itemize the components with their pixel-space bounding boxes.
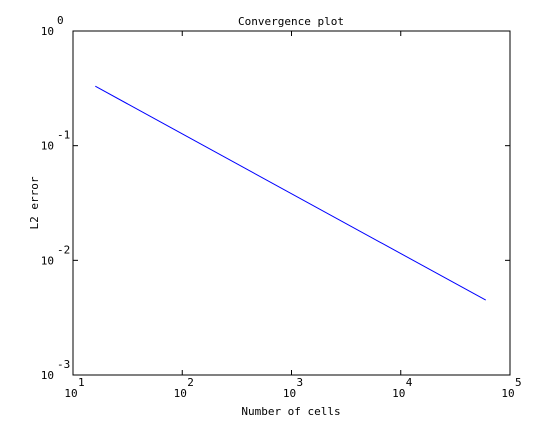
x-axis-label: Number of cells: [241, 405, 340, 418]
x-tick-label-exponent: 2: [187, 376, 194, 389]
series-layer: [95, 85, 487, 301]
x-tick-label-base: 10: [174, 387, 187, 400]
y-tick-label-exponent: -2: [57, 243, 70, 256]
x-tick-label-base: 10: [392, 387, 405, 400]
x-tick-label-base: 10: [64, 387, 77, 400]
x-tick-label-exponent: 1: [78, 376, 85, 389]
y-tick-label-base: 10: [41, 254, 54, 267]
chart-title: Convergence plot: [238, 15, 344, 28]
x-tick-label-exponent: 3: [297, 376, 304, 389]
y-tick-label-exponent: -3: [57, 358, 70, 371]
y-tick-label-base: 10: [41, 369, 54, 382]
y-tick-label-exponent: 0: [57, 14, 64, 27]
x-tick-label-exponent: 5: [515, 376, 522, 389]
y-tick-label-base: 10: [41, 25, 54, 38]
x-tick-label-base: 10: [283, 387, 296, 400]
y-tick-label-base: 10: [41, 140, 54, 153]
x-tick-label-exponent: 4: [406, 376, 413, 389]
x-tick-label-base: 10: [501, 387, 514, 400]
y-tick-label-exponent: -1: [57, 129, 70, 142]
y-axis-label: L2 error: [28, 176, 41, 229]
plot-frame: [72, 30, 511, 376]
series-line: [95, 85, 487, 301]
